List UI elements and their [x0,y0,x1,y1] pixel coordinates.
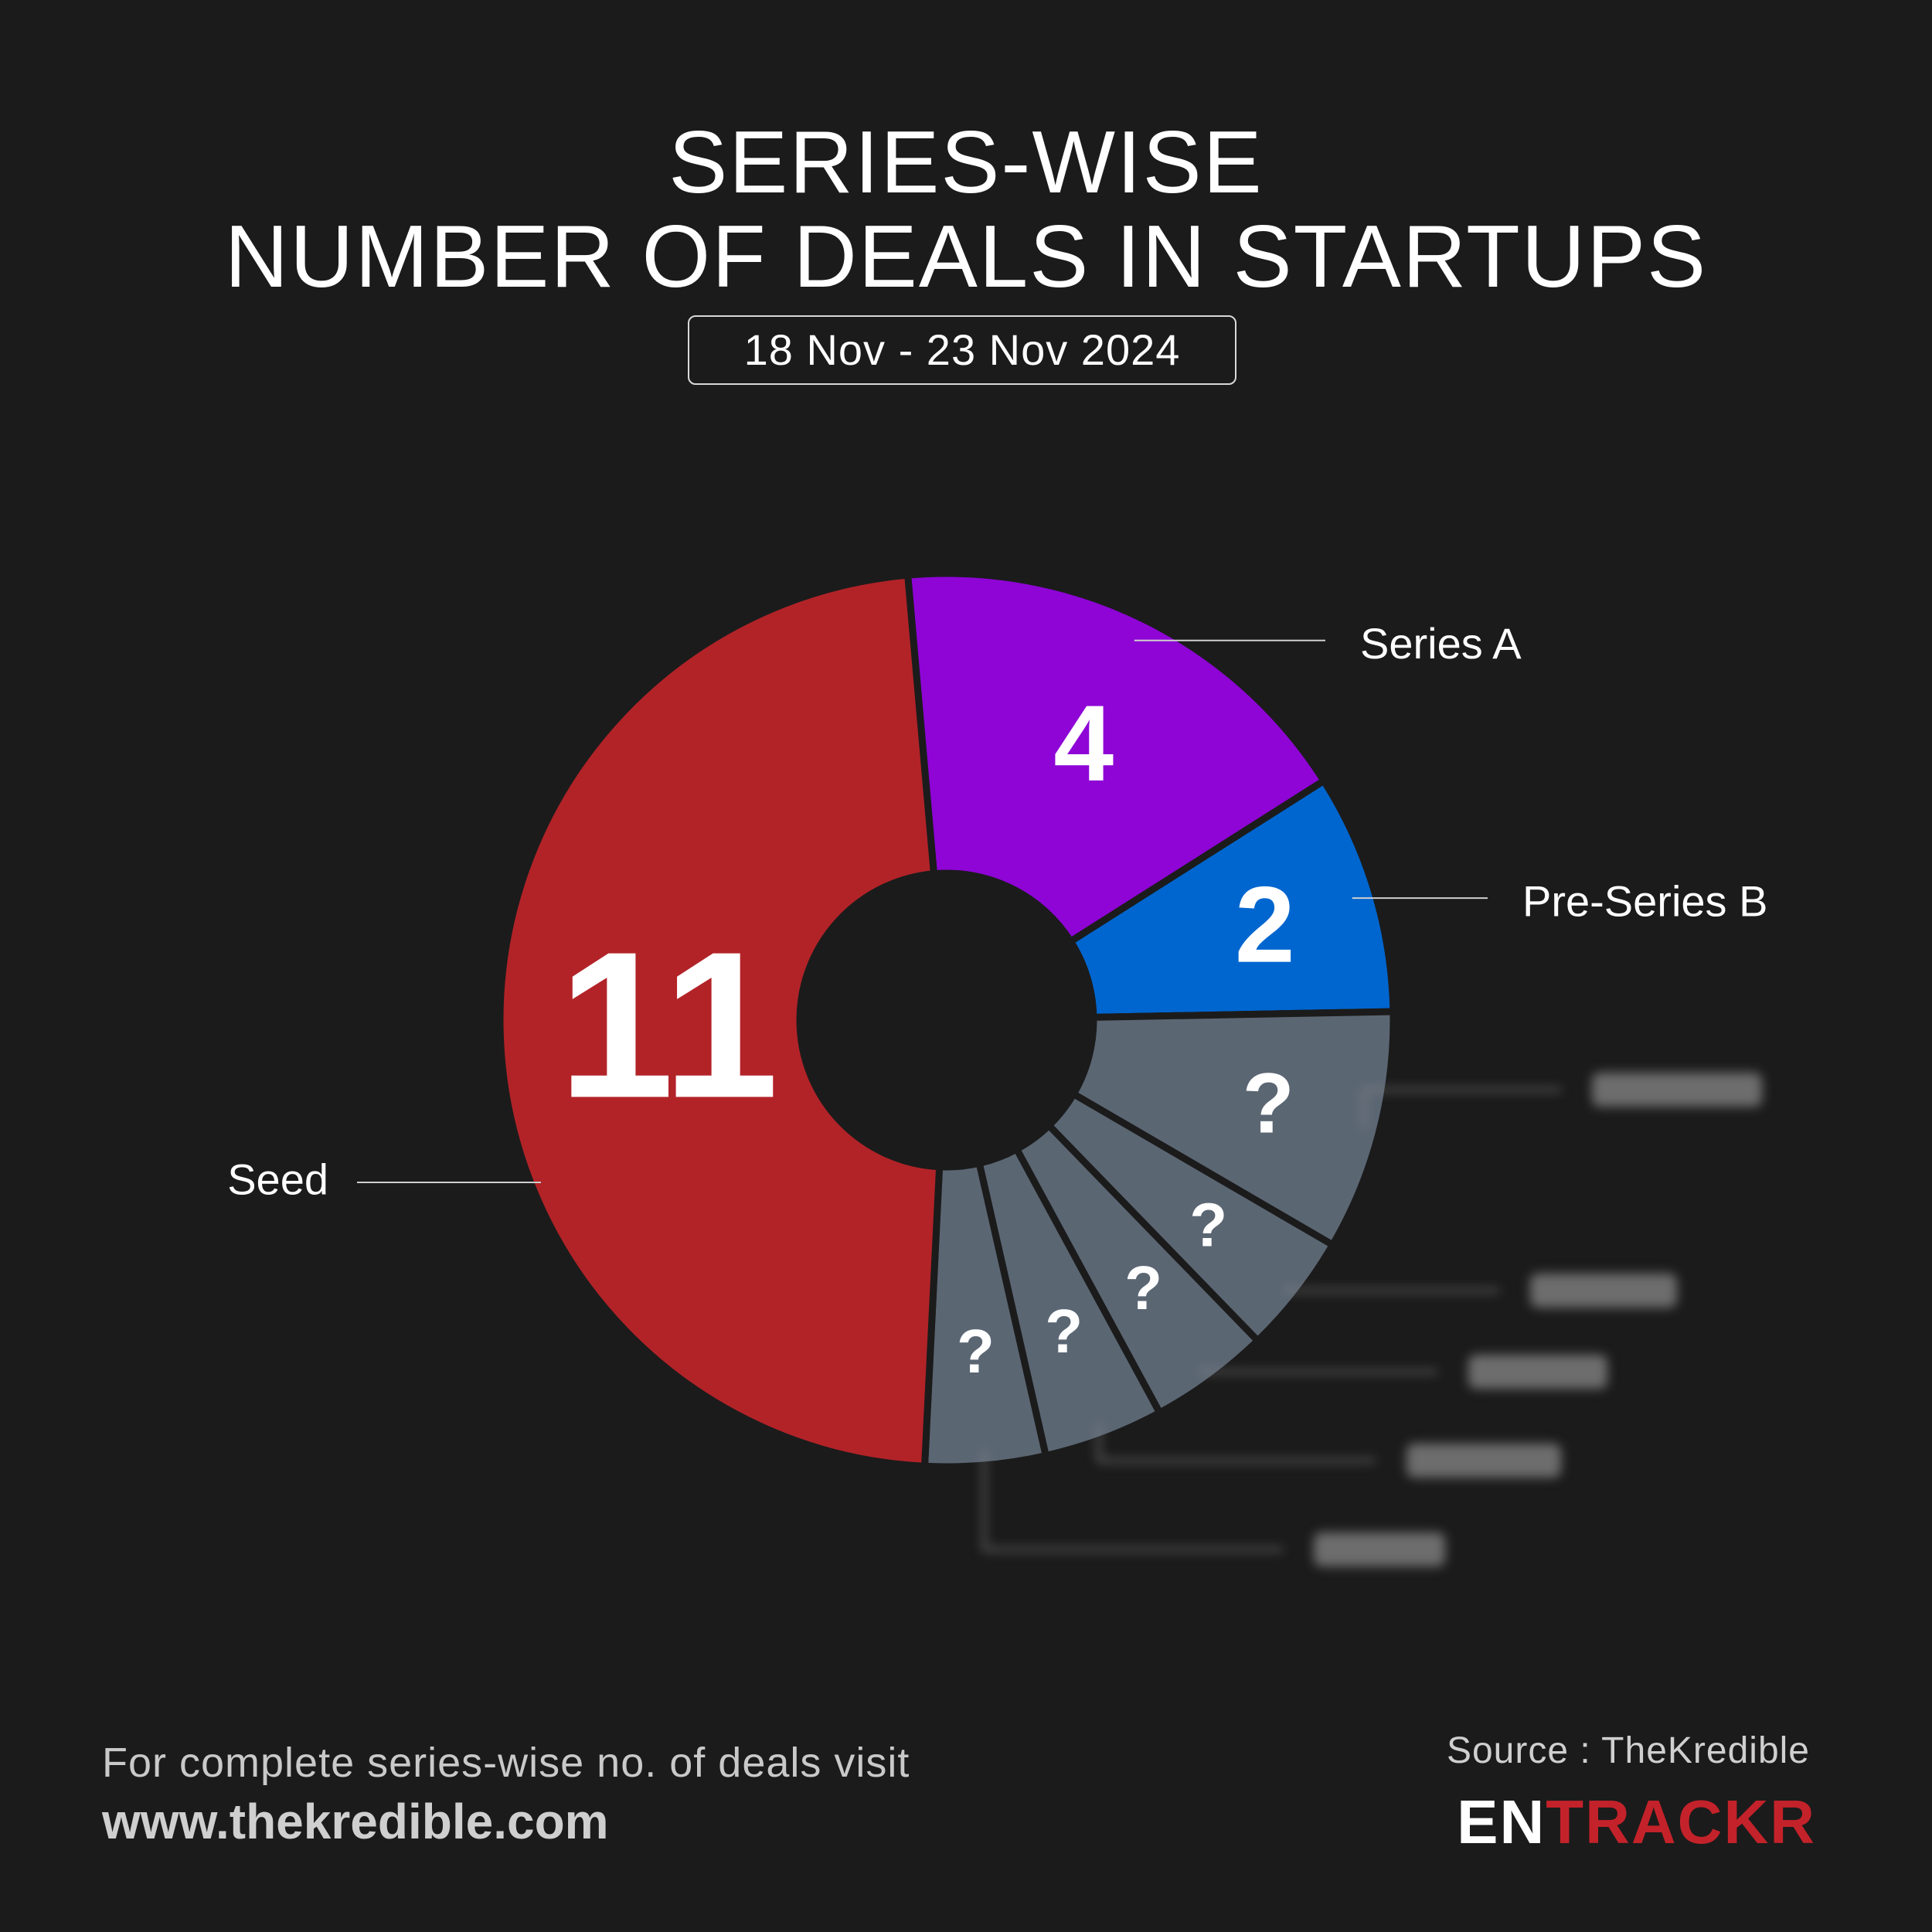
footer-url-link[interactable]: www.thekredible.com [102,1794,609,1849]
slice-value-label: ? [1124,1253,1162,1322]
source-credit: Source : TheKredible [1446,1730,1810,1771]
slice-value-label: 11 [558,909,778,1141]
chart-title: SERIES-WISE NUMBER OF DEALS IN STARTUPS [0,116,1932,304]
slice-undisclosed-2 [1069,1008,1397,1250]
entrackr-logo: ENTRACKR [1457,1787,1816,1858]
logo-part-en: EN [1457,1787,1546,1856]
logo-part-trackr: TRACKR [1546,1787,1816,1856]
title-line-1: SERIES-WISE [668,114,1264,212]
category-label-pre-series-b: Pre-Series B [1522,877,1767,926]
slice-value-label: 2 [1235,864,1295,985]
slice-value-label: ? [957,1317,995,1386]
slice-series-a-0 [903,570,1329,947]
slice-pre-series-b-1 [1066,776,1397,1021]
slice-seed-7 [496,571,944,1471]
category-label-seed: Seed [227,1155,328,1204]
blurred-label [983,1449,1445,1566]
blurred-label [1362,1073,1762,1129]
blurred-label [1200,1355,1607,1389]
slice-value-label: 4 [1053,682,1114,804]
blurred-label [1284,1274,1677,1308]
footer-note: For complete series-wise no. of deals vi… [102,1740,910,1786]
slice-value-label: ? [1045,1297,1083,1366]
blurred-label [1097,1423,1561,1478]
slice-value-label: ? [1189,1190,1227,1259]
date-range-badge: 18 Nov - 23 Nov 2024 [688,315,1236,385]
category-label-series-a: Series A [1360,619,1522,668]
slice-value-label: ? [1243,1056,1294,1151]
title-line-2: NUMBER OF DEALS IN STARTUPS [224,208,1708,306]
